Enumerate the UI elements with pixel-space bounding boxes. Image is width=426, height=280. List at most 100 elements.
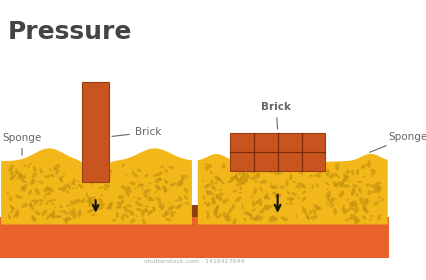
Ellipse shape [354,203,357,209]
Ellipse shape [353,204,356,207]
Ellipse shape [337,162,339,165]
Ellipse shape [301,191,305,195]
Ellipse shape [164,169,168,173]
Ellipse shape [174,199,178,202]
Ellipse shape [65,217,71,220]
Ellipse shape [265,205,272,209]
Ellipse shape [156,197,161,203]
Ellipse shape [49,168,51,171]
Ellipse shape [275,193,278,199]
Ellipse shape [355,169,358,175]
Ellipse shape [101,203,105,207]
Ellipse shape [366,191,371,195]
Ellipse shape [32,181,34,184]
Ellipse shape [31,215,35,222]
Ellipse shape [55,206,56,209]
Ellipse shape [325,169,329,176]
Ellipse shape [228,207,233,213]
Ellipse shape [87,196,92,200]
Ellipse shape [314,166,317,172]
Ellipse shape [326,204,329,206]
Ellipse shape [162,185,167,193]
Ellipse shape [107,165,110,170]
Ellipse shape [47,188,51,192]
Ellipse shape [280,217,287,221]
Ellipse shape [156,186,159,189]
Ellipse shape [125,191,130,197]
Ellipse shape [22,180,27,183]
Ellipse shape [91,197,95,202]
Ellipse shape [58,205,63,208]
Ellipse shape [351,184,357,187]
Ellipse shape [250,174,257,181]
Ellipse shape [9,176,15,180]
Ellipse shape [234,177,241,183]
Ellipse shape [241,204,242,207]
Ellipse shape [251,209,256,212]
Ellipse shape [295,215,296,218]
Ellipse shape [129,182,136,185]
Ellipse shape [154,197,156,199]
Text: Brick: Brick [112,127,161,137]
Ellipse shape [119,201,124,204]
Ellipse shape [238,192,242,194]
Ellipse shape [348,202,354,209]
Ellipse shape [144,174,148,177]
Ellipse shape [345,170,348,174]
Ellipse shape [231,179,233,181]
Ellipse shape [178,196,181,201]
Ellipse shape [355,193,358,197]
Ellipse shape [325,203,328,204]
Ellipse shape [141,184,144,187]
Ellipse shape [366,160,370,167]
Ellipse shape [75,186,77,189]
Ellipse shape [213,208,217,216]
Ellipse shape [205,169,207,172]
Ellipse shape [32,172,37,178]
Ellipse shape [285,180,288,186]
Ellipse shape [92,180,95,183]
Ellipse shape [165,218,171,221]
Ellipse shape [339,182,343,188]
Ellipse shape [218,189,222,191]
Ellipse shape [308,175,312,177]
Ellipse shape [240,173,245,179]
Ellipse shape [301,186,305,189]
Ellipse shape [46,215,50,220]
Ellipse shape [233,165,234,168]
Ellipse shape [141,187,143,190]
Ellipse shape [41,210,47,216]
Text: Brick: Brick [261,102,291,129]
Ellipse shape [329,204,334,208]
Ellipse shape [316,207,318,210]
Ellipse shape [233,175,237,179]
Ellipse shape [23,165,26,167]
Ellipse shape [178,203,182,207]
Ellipse shape [341,179,345,181]
Ellipse shape [368,218,370,221]
Ellipse shape [33,166,36,172]
Ellipse shape [51,213,54,218]
Ellipse shape [348,179,350,183]
Ellipse shape [254,179,257,183]
Ellipse shape [48,199,53,203]
Ellipse shape [132,196,135,199]
Ellipse shape [264,196,270,200]
Ellipse shape [215,177,220,180]
Ellipse shape [371,170,374,171]
Ellipse shape [332,208,336,215]
Ellipse shape [210,179,213,185]
Ellipse shape [254,200,259,205]
Ellipse shape [38,199,44,202]
Ellipse shape [115,212,119,218]
Ellipse shape [238,171,240,176]
Ellipse shape [55,170,59,175]
Text: shutterstock.com · 1416417644: shutterstock.com · 1416417644 [144,259,244,264]
Ellipse shape [115,207,119,209]
Ellipse shape [61,176,63,179]
Ellipse shape [63,210,68,215]
Ellipse shape [9,164,14,172]
Ellipse shape [298,171,302,175]
Ellipse shape [205,190,208,195]
Ellipse shape [69,200,74,206]
